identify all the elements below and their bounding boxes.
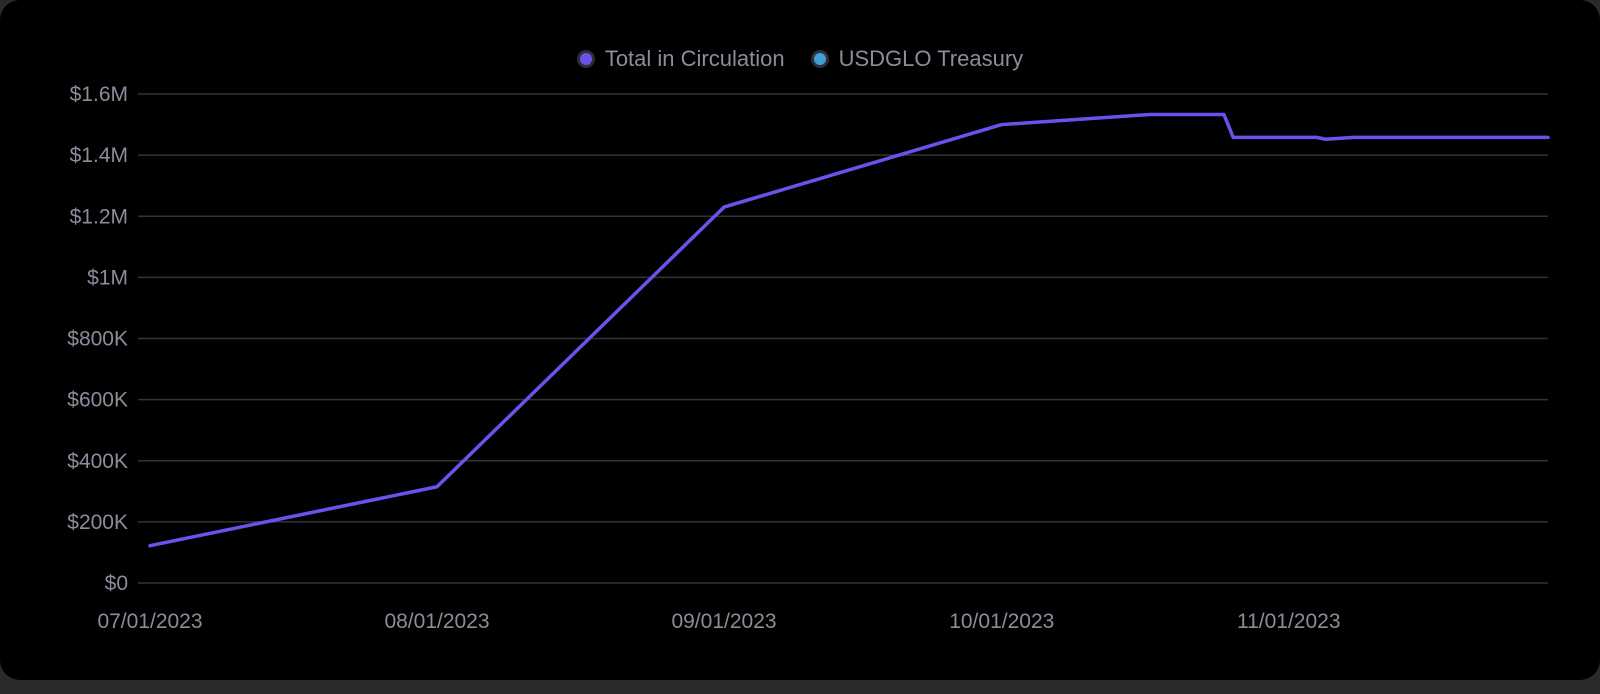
legend-label-total-in-circulation: Total in Circulation xyxy=(604,46,785,71)
legend-label-usdglo-treasury: USDGLO Treasury xyxy=(838,46,1024,71)
y-tick-label: $1.4M xyxy=(70,144,128,167)
y-tick-label: $1.2M xyxy=(70,205,128,228)
legend-dot-total-in-circulation xyxy=(576,50,595,68)
chart-card: Total in Circulation USDGLO Treasury $0 $… xyxy=(0,0,1600,680)
series-line-total-in-circulation[interactable] xyxy=(148,112,1550,548)
y-axis: $0 $200K $400K $600K $800K $1M $1.2M $1.4M $1.6M xyxy=(67,83,128,595)
y-tick-label: $800K xyxy=(67,328,128,351)
y-tick-label: $1M xyxy=(87,266,128,289)
grid-lines xyxy=(138,93,1548,584)
y-tick-label: $1.6M xyxy=(70,83,128,106)
legend-dot-usdglo-treasury xyxy=(810,50,829,68)
y-tick-label: $600K xyxy=(67,389,128,412)
x-tick-label: 08/01/2023 xyxy=(384,610,489,633)
y-tick-label: $200K xyxy=(67,511,128,534)
x-tick-label: 09/01/2023 xyxy=(671,610,776,633)
line-chart: $0 $200K $400K $600K $800K $1M $1.2M $1.4M $1.6M… xyxy=(67,83,1550,633)
chart-legend: Total in Circulation USDGLO Treasury xyxy=(0,46,1600,72)
x-tick-label: 07/01/2023 xyxy=(97,610,202,633)
x-tick-label: 10/01/2023 xyxy=(949,610,1054,633)
x-tick-label: 11/01/2023 xyxy=(1237,610,1341,633)
x-axis: 07/01/2023 08/01/2023 09/01/2023 10/01/2023… xyxy=(97,610,1340,633)
legend-item-usdglo-treasury[interactable]: USDGLO Treasury xyxy=(810,46,1024,72)
y-tick-label: $0 xyxy=(105,572,128,595)
y-tick-label: $400K xyxy=(67,450,128,473)
series-lines xyxy=(148,112,1550,548)
legend-item-total-in-circulation[interactable]: Total in Circulation xyxy=(576,46,785,72)
